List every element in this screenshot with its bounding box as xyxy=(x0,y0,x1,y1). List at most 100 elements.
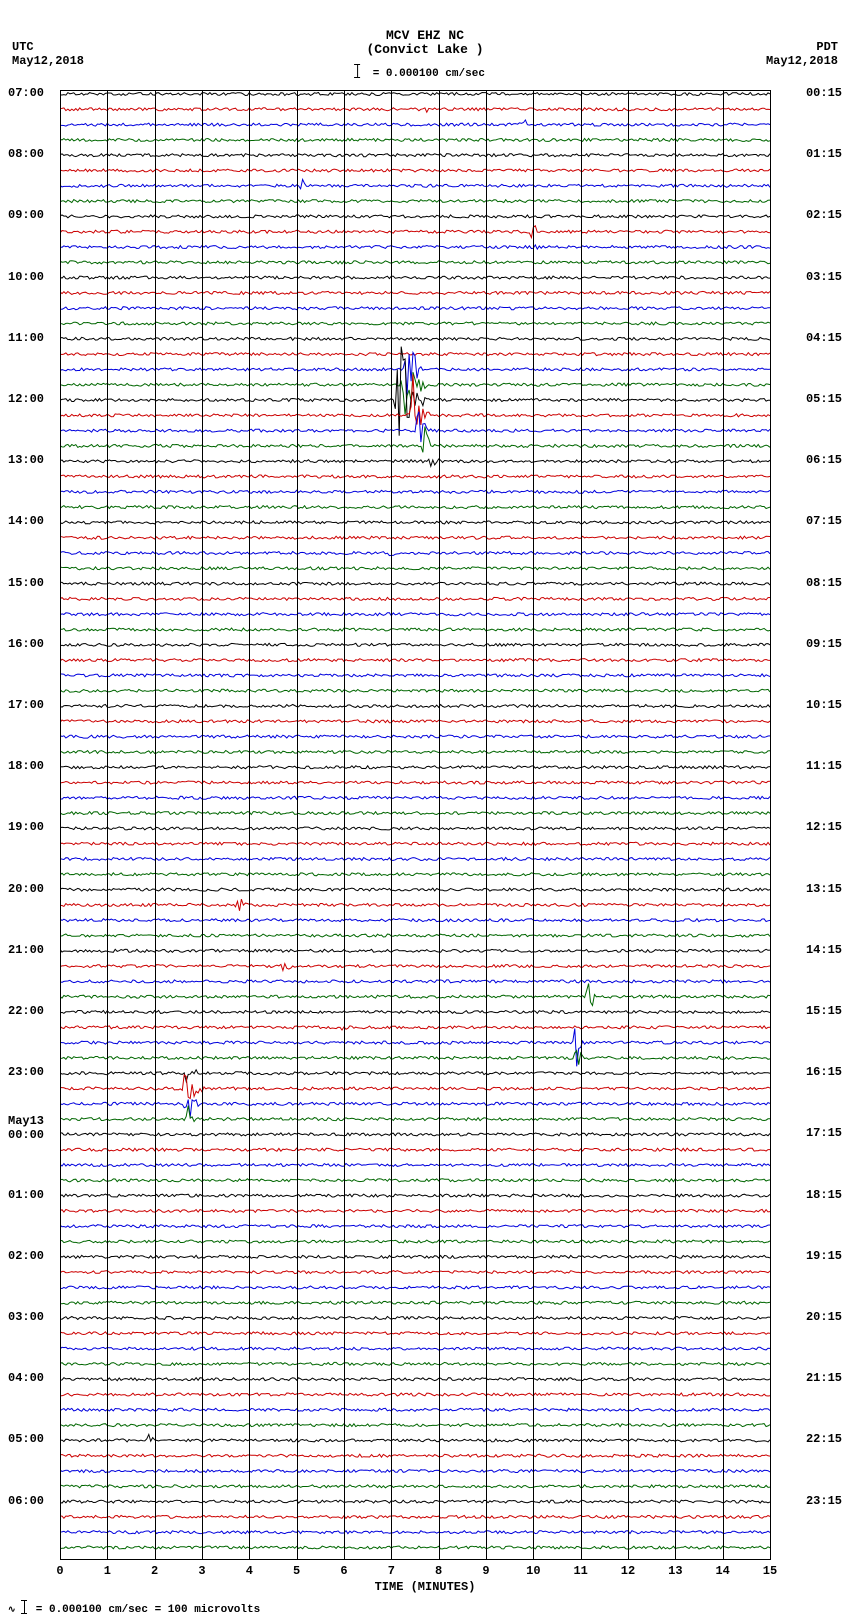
x-tick-label: 11 xyxy=(573,1564,587,1578)
trace-line xyxy=(60,984,770,1006)
trace-line xyxy=(60,490,770,493)
trace-line xyxy=(60,353,770,395)
utc-time-label: 18:00 xyxy=(8,759,44,773)
trace-line xyxy=(60,842,770,845)
trace-line xyxy=(60,659,770,662)
trace-line xyxy=(60,888,770,891)
grid-line-vertical xyxy=(391,90,392,1560)
trace-line xyxy=(60,949,770,952)
trace-line xyxy=(60,276,770,279)
trace-line xyxy=(60,108,770,112)
pdt-time-label: 08:15 xyxy=(806,576,842,590)
trace-line xyxy=(60,521,770,524)
utc-time-label: 13:00 xyxy=(8,453,44,467)
trace-line xyxy=(60,1301,770,1304)
utc-time-label: 16:00 xyxy=(8,637,44,651)
x-tick-label: 8 xyxy=(435,1564,442,1578)
trace-line xyxy=(60,613,770,616)
utc-time-label: 05:00 xyxy=(8,1432,44,1446)
trace-line xyxy=(60,322,770,325)
x-tick-label: 1 xyxy=(104,1564,111,1578)
pdt-time-label: 23:15 xyxy=(806,1494,842,1508)
x-tick-label: 15 xyxy=(763,1564,777,1578)
grid-line-vertical xyxy=(155,90,156,1560)
left-date: May12,2018 xyxy=(12,54,84,68)
x-tick-label: 13 xyxy=(668,1564,682,1578)
pdt-time-label: 15:15 xyxy=(806,1004,842,1018)
trace-line xyxy=(60,261,770,264)
trace-line xyxy=(60,964,770,971)
utc-time-label: 22:00 xyxy=(8,1004,44,1018)
trace-line xyxy=(60,1393,770,1396)
x-tick-label: 9 xyxy=(482,1564,489,1578)
plot-area xyxy=(60,90,770,1560)
pdt-time-label: 07:15 xyxy=(806,514,842,528)
utc-time-label: 17:00 xyxy=(8,698,44,712)
trace-line xyxy=(60,1500,770,1503)
trace-line xyxy=(60,337,770,340)
pdt-time-label: 02:15 xyxy=(806,208,842,222)
x-tick-label: 6 xyxy=(340,1564,347,1578)
trace-line xyxy=(60,245,770,249)
station-id: MCV EHZ NC xyxy=(386,28,464,43)
trace-line xyxy=(60,1194,770,1197)
trace-line xyxy=(60,628,770,631)
trace-line xyxy=(60,750,770,753)
x-tick-label: 2 xyxy=(151,1564,158,1578)
trace-line xyxy=(60,1179,770,1182)
trace-line xyxy=(60,582,770,585)
trace-line xyxy=(60,1075,770,1099)
grid-line-vertical xyxy=(675,90,676,1560)
trace-line xyxy=(60,536,770,539)
trace-line xyxy=(60,291,770,294)
trace-line xyxy=(60,567,770,570)
utc-time-label: May1300:00 xyxy=(8,1114,44,1142)
x-tick-label: 7 xyxy=(388,1564,395,1578)
trace-line xyxy=(60,796,770,799)
trace-line xyxy=(60,1133,770,1136)
trace-line xyxy=(60,705,770,708)
grid-line-vertical xyxy=(723,90,724,1560)
trace-line xyxy=(60,1434,770,1442)
pdt-time-label: 22:15 xyxy=(806,1432,842,1446)
trace-line xyxy=(60,812,770,815)
trace-line xyxy=(60,307,770,310)
grid-line-vertical xyxy=(486,90,487,1560)
trace-line xyxy=(60,1485,770,1488)
right-date: May12,2018 xyxy=(766,54,838,68)
trace-line xyxy=(60,1515,770,1518)
pdt-time-label: 21:15 xyxy=(806,1371,842,1385)
trace-line xyxy=(60,1148,770,1151)
pdt-time-label: 00:15 xyxy=(806,86,842,100)
grid-line-vertical xyxy=(344,90,345,1560)
trace-line xyxy=(60,200,770,203)
utc-time-label: 07:00 xyxy=(8,86,44,100)
utc-time-label: 03:00 xyxy=(8,1310,44,1324)
trace-line xyxy=(60,552,770,556)
grid-line-vertical xyxy=(60,90,61,1560)
trace-line xyxy=(60,1317,770,1320)
trace-line xyxy=(60,475,770,478)
trace-line xyxy=(60,1240,770,1243)
station-location: (Convict Lake ) xyxy=(366,42,483,57)
seismogram-traces xyxy=(60,90,770,1560)
trace-line xyxy=(60,1546,770,1549)
utc-time-label: 15:00 xyxy=(8,576,44,590)
pdt-time-label: 05:15 xyxy=(806,392,842,406)
trace-line xyxy=(60,1225,770,1228)
grid-line-vertical xyxy=(297,90,298,1560)
seismogram-container: MCV EHZ NC (Convict Lake ) = 0.000100 cm… xyxy=(0,0,850,1613)
trace-line xyxy=(60,154,770,157)
pdt-time-label: 19:15 xyxy=(806,1249,842,1263)
x-tick-label: 14 xyxy=(715,1564,729,1578)
trace-line xyxy=(60,1470,770,1473)
footer-scale: ∿ = 0.000100 cm/sec = 100 microvolts xyxy=(8,1598,260,1615)
pdt-time-label: 16:15 xyxy=(806,1065,842,1079)
grid-line-vertical xyxy=(581,90,582,1560)
utc-time-label: 09:00 xyxy=(8,208,44,222)
trace-line xyxy=(60,1255,770,1258)
trace-line xyxy=(60,120,770,126)
trace-line xyxy=(60,980,770,983)
pdt-time-label: 10:15 xyxy=(806,698,842,712)
grid-line-vertical xyxy=(202,90,203,1560)
